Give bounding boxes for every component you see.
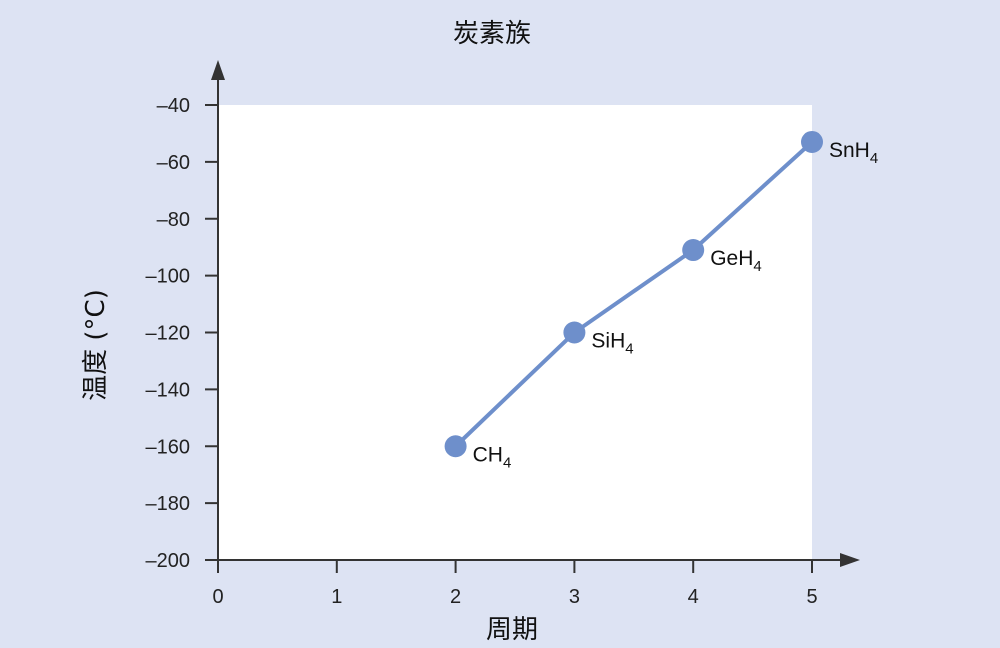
y-tick-label: –160 [146, 436, 191, 458]
y-tick-label: –120 [146, 323, 191, 345]
data-point [682, 239, 705, 262]
y-tick-label: –200 [146, 550, 191, 572]
y-tick-label: –100 [146, 266, 191, 288]
x-tick-label: 2 [450, 586, 461, 608]
y-axis-arrow [211, 60, 225, 80]
y-tick-label: –60 [157, 152, 190, 174]
x-tick-label: 0 [212, 586, 223, 608]
axes [211, 60, 860, 567]
data-point [801, 130, 823, 153]
y-tick-label: –40 [157, 95, 190, 117]
y-tick-label: –180 [146, 493, 191, 515]
chart-title: 炭素族 [453, 19, 531, 49]
x-tick-label: 1 [331, 586, 342, 608]
data-label: SnH4 [829, 139, 878, 167]
plot-area [218, 105, 812, 560]
y-tick-label: –140 [146, 379, 191, 401]
data-point [563, 321, 586, 344]
x-axis-title: 周期 [486, 615, 538, 645]
x-axis-arrow [840, 553, 860, 567]
x-tick-label: 5 [806, 586, 817, 608]
data-point [444, 435, 467, 458]
ticks: 0 1 2 3 4 5 –40 –60 –80 –100 –120 –140 –160 –180 –200 [146, 95, 818, 608]
y-tick-label: –80 [157, 209, 190, 231]
series-line [454, 140, 814, 448]
y-axis-title: 温度 (°C) [81, 289, 111, 401]
x-tick-label: 3 [569, 586, 580, 608]
x-tick-label: 4 [688, 586, 699, 608]
